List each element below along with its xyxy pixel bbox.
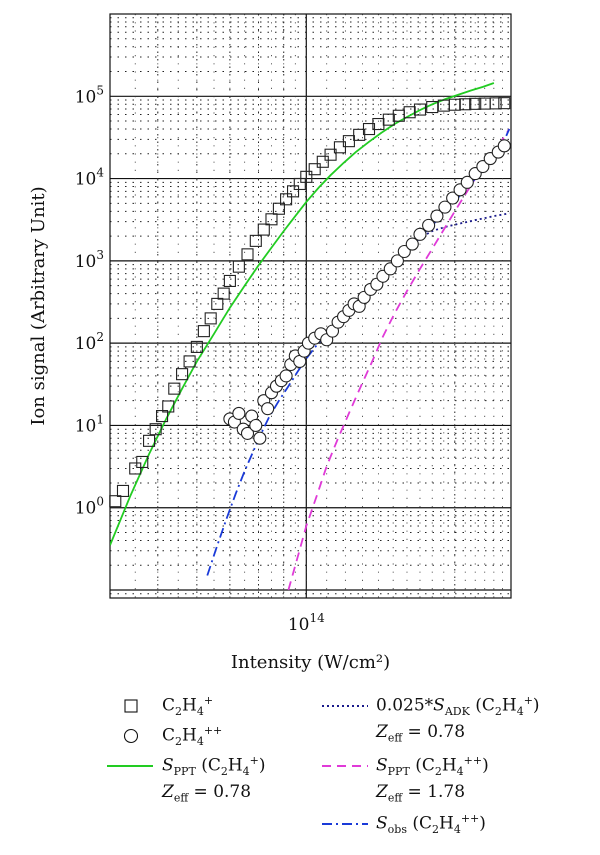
data-point-square	[143, 434, 156, 447]
grid	[110, 14, 511, 598]
data-point-circle	[430, 209, 444, 223]
x-tick-label: 1014	[288, 611, 325, 635]
data-point-circle	[413, 227, 427, 241]
legend-symbol-shape	[123, 728, 139, 744]
data-point-circle	[390, 254, 404, 268]
data-point-circle	[405, 237, 419, 251]
data-point-square	[426, 101, 439, 114]
data-point-square	[162, 400, 175, 413]
axes: 100 101 102 103 104 105 1014	[75, 83, 325, 635]
data-point-circle	[279, 369, 293, 383]
legend-symbol	[107, 765, 153, 767]
legend-sublabel: Zeff = 0.78	[162, 782, 252, 805]
legend-symbol	[322, 823, 368, 825]
legend-sublabel: Zeff = 0.78	[376, 722, 466, 745]
data-point-square	[342, 135, 355, 148]
legend-label: SPPT (C2H4++)	[376, 754, 489, 779]
data-point-square	[280, 193, 293, 206]
data-point-circle	[261, 402, 275, 416]
data-point-square	[272, 202, 285, 215]
legend-symbol-shape	[124, 699, 138, 713]
data-point-square	[489, 97, 502, 110]
y-tick-label: 102	[75, 330, 104, 354]
series-line	[206, 128, 511, 576]
data-point-square	[257, 223, 270, 236]
data-point-circle	[253, 431, 267, 445]
y-tick-label: 103	[75, 248, 104, 272]
data-point-square	[204, 312, 217, 325]
data-point-square	[183, 355, 196, 368]
data-point-circle	[240, 426, 255, 440]
legend-label: Sobs (C2H4++)	[376, 812, 486, 837]
x-axis-label: Intensity (W/cm²)	[231, 652, 390, 673]
series-line	[406, 212, 510, 250]
data-point-square	[197, 325, 210, 338]
y-tick-label: 104	[75, 166, 105, 190]
data-point-square	[286, 185, 300, 198]
data-point-circle	[476, 160, 490, 174]
legend-symbol	[124, 699, 138, 713]
data-point-circle	[397, 244, 411, 259]
data-point-square	[129, 462, 142, 475]
data-point-circle	[497, 139, 511, 153]
data-point-square	[176, 368, 189, 381]
data-point-square	[382, 113, 395, 126]
data-point-square	[116, 484, 130, 497]
data-point-circle	[460, 175, 474, 189]
data-point-circle	[446, 191, 460, 205]
data-point-square	[469, 97, 482, 110]
legend-symbol	[123, 728, 139, 744]
data-point-square	[300, 170, 313, 183]
series-line	[110, 82, 495, 546]
data-point-square	[155, 410, 169, 423]
data-point-square	[232, 260, 245, 273]
legend-label: SPPT (C2H4+)	[162, 754, 266, 779]
y-tick-label: 105	[75, 83, 104, 107]
data-point-square	[265, 213, 278, 226]
data-point-circle	[249, 418, 263, 432]
y-tick-label: 100	[75, 495, 104, 519]
series-line	[287, 128, 511, 591]
data-point-square	[308, 163, 321, 176]
data-point-square	[241, 248, 254, 261]
data-point-square	[413, 103, 427, 116]
data-point-square	[249, 234, 262, 247]
data-point-square	[217, 287, 230, 300]
data-point-square	[324, 148, 337, 161]
data-point-square	[293, 177, 306, 191]
data-point-square	[403, 106, 416, 119]
data-point-square	[109, 495, 122, 508]
data-point-circle	[438, 200, 452, 214]
legend-symbol	[322, 705, 368, 707]
data-point-square	[498, 97, 511, 110]
data-point-square	[211, 297, 224, 310]
data-point-square	[168, 382, 181, 395]
data-point-circle	[232, 406, 246, 420]
y-axis-label: Ion signal (Arbitrary Unit)	[28, 186, 49, 425]
legend-label: C2H4+	[162, 694, 214, 719]
y-tick-label: 101	[75, 412, 104, 436]
legend-label: C2H4++	[162, 724, 223, 749]
data-point-square	[149, 423, 162, 436]
legend-sublabel: Zeff = 1.78	[376, 782, 466, 805]
data-point-square	[459, 98, 472, 111]
plot-frame	[109, 13, 512, 599]
data-point-square	[316, 155, 329, 168]
data-point-circle	[422, 218, 436, 232]
series-layer	[109, 82, 511, 591]
data-point-square	[136, 455, 149, 469]
data-point-square	[223, 274, 236, 288]
legend-symbol	[322, 765, 368, 767]
data-point-square	[333, 141, 346, 154]
data-point-square	[190, 340, 203, 353]
legend-label: 0.025*SADK (C2H4+)	[376, 694, 540, 719]
